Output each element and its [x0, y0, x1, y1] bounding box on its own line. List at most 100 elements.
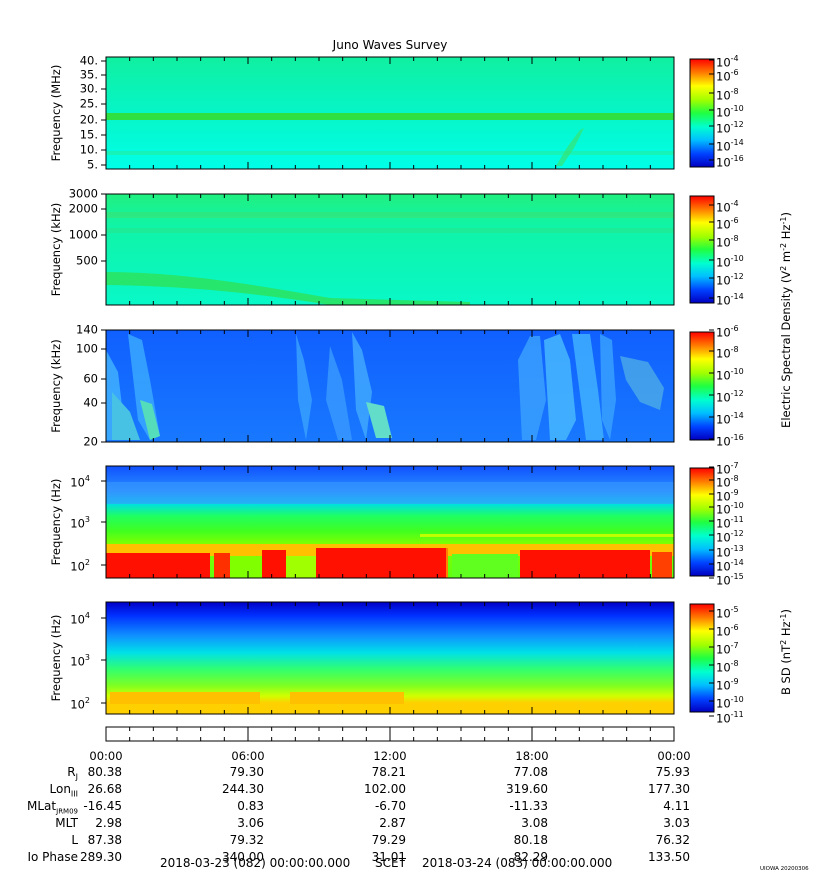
- y-tick-label: 5.: [87, 158, 98, 172]
- colorbar-tick-label: 10-10: [716, 254, 744, 270]
- ephemeris-label: L: [71, 833, 78, 847]
- colorbar: [690, 332, 714, 440]
- ephemeris-value: 289.30: [80, 850, 122, 864]
- colorbar-tick-label: 10-6: [716, 324, 739, 340]
- y-tick-label: 500: [76, 254, 98, 268]
- ephemeris-value: 4.11: [663, 799, 690, 813]
- ephemeris-value: 2.98: [95, 816, 122, 830]
- panel-1-faint-band: [106, 151, 674, 155]
- y-tick-label: 103: [70, 515, 90, 531]
- footer-start: 2018-03-23 (082) 00:00:00.000: [160, 856, 350, 870]
- panel-1-spectrogram: [106, 57, 674, 169]
- y-tick-label: 104: [70, 611, 90, 627]
- ephemeris-value: 133.50: [648, 850, 690, 864]
- panel-4-line: [420, 534, 674, 537]
- figure: Juno Waves Survey: [0, 0, 815, 880]
- ephemeris-label: MLatJRM09: [27, 799, 78, 815]
- ephemeris-value: 177.30: [648, 782, 690, 796]
- panel-3-spectrogram: [106, 330, 674, 442]
- ephemeris-value: 79.29: [372, 833, 406, 847]
- panel-2-band-mid: [106, 228, 674, 233]
- colorbar: [690, 59, 714, 167]
- colorbar-tick-label: 10-4: [716, 199, 739, 215]
- colorbar-tick-label: 10-10: [716, 695, 744, 711]
- y-tick-label: 1000: [69, 228, 98, 242]
- time-tick-label: 00:00: [89, 749, 122, 763]
- ephemeris-value: 2.87: [379, 816, 406, 830]
- colorbar-tick-label: 10-16: [716, 154, 744, 170]
- ephemeris-value: 87.38: [88, 833, 122, 847]
- ephemeris-value: 79.30: [230, 765, 264, 779]
- y-tick-label: 103: [70, 653, 90, 669]
- y-axis-label: Frequency (MHz): [49, 65, 63, 162]
- y-tick-label: 25.: [80, 97, 98, 111]
- colorbar-tick-label: 10-9: [716, 677, 739, 693]
- ephemeris-value: 3.06: [237, 816, 264, 830]
- y-tick-label: 60: [83, 372, 98, 386]
- colorbar-tick-label: 10-7: [716, 641, 739, 657]
- colorbar-tick-label: 10-12: [716, 272, 744, 288]
- ephemeris-value: 80.18: [514, 833, 548, 847]
- panel-5-spectrogram: [106, 602, 674, 714]
- ephemeris-value: 0.83: [237, 799, 264, 813]
- ephemeris-value: 80.38: [88, 765, 122, 779]
- colorbar-tick-label: 10-12: [716, 389, 744, 405]
- ephemeris-value: 244.30: [222, 782, 264, 796]
- colorbar-tick-label: 10-12: [716, 120, 744, 136]
- y-axis-label: Frequency (Hz): [49, 479, 63, 566]
- y-tick-label: 100: [76, 342, 98, 356]
- colorbar-tick-label: 10-8: [716, 234, 739, 250]
- colorbar-tick-label: 10-10: [716, 367, 744, 383]
- ephemeris-value: 76.32: [656, 833, 690, 847]
- colorbar: [690, 604, 714, 712]
- time-tick-label: 00:00: [657, 749, 690, 763]
- ephemeris-value: 78.21: [372, 765, 406, 779]
- ephemeris-value: 102.00: [364, 782, 406, 796]
- panel-5-hot-band-2: [290, 692, 404, 704]
- ephemeris-value: -16.45: [83, 799, 122, 813]
- time-tick-label: 12:00: [373, 749, 406, 763]
- ephemeris-value: 319.60: [506, 782, 548, 796]
- y-tick-label: 10.: [80, 143, 98, 157]
- y-tick-label: 30.: [80, 82, 98, 96]
- y-tick-label: 102: [70, 696, 90, 712]
- y-axis-label: Frequency (kHz): [49, 339, 63, 432]
- footer-end: 2018-03-24 (083) 00:00:00.000: [422, 856, 612, 870]
- colorbar-tick-label: 10-5: [716, 605, 739, 621]
- y-tick-label: 20: [83, 435, 98, 449]
- y-tick-label: 2000: [69, 202, 98, 216]
- electric-spectral-density-label: Electric Spectral Density (V2 m-2 Hz-1): [779, 212, 793, 428]
- y-axis-label: Frequency (kHz): [49, 203, 63, 296]
- panel-2-band-upper: [106, 212, 674, 218]
- ephemeris-label: Io Phase: [27, 850, 78, 864]
- colorbar-tick-label: 10-14: [716, 292, 744, 308]
- stamp: UIOWA 20200306: [760, 866, 809, 872]
- colorbar-tick-label: 10-6: [716, 623, 739, 639]
- ephemeris-value: 77.08: [514, 765, 548, 779]
- y-tick-label: 40: [83, 396, 98, 410]
- ephemeris-value: -6.70: [375, 799, 406, 813]
- y-axis-label: Frequency (Hz): [49, 615, 63, 702]
- panel-2-spectrogram: [106, 194, 674, 305]
- colorbar-tick-label: 10-6: [716, 216, 739, 232]
- ephemeris-value: -11.33: [509, 799, 548, 813]
- panel-5-hot-band-1: [110, 692, 260, 704]
- bsd-label: B SD (nT2 Hz-1): [779, 609, 793, 695]
- y-tick-label: 35.: [80, 68, 98, 82]
- ephemeris-label: LonIII: [50, 782, 79, 798]
- colorbar-tick-label: 10-6: [716, 68, 739, 84]
- colorbar-tick-label: 10-8: [716, 659, 739, 675]
- colorbar-tick-label: 10-14: [716, 138, 744, 154]
- colorbar-tick-label: 10-16: [716, 433, 744, 449]
- colorbar: [690, 196, 714, 303]
- chart-title: Juno Waves Survey: [332, 38, 448, 52]
- colorbar-tick-label: 10-14: [716, 411, 744, 427]
- colorbar-tick-label: 10-11: [716, 710, 744, 726]
- footer-scet: SCET: [375, 856, 406, 870]
- colorbar-tick-label: 10-10: [716, 104, 744, 120]
- ephemeris-value: 79.32: [230, 833, 264, 847]
- time-tick-label: 06:00: [231, 749, 264, 763]
- y-tick-label: 104: [70, 474, 90, 490]
- colorbar-tick-label: 10-8: [716, 87, 739, 103]
- y-tick-label: 140: [76, 323, 98, 337]
